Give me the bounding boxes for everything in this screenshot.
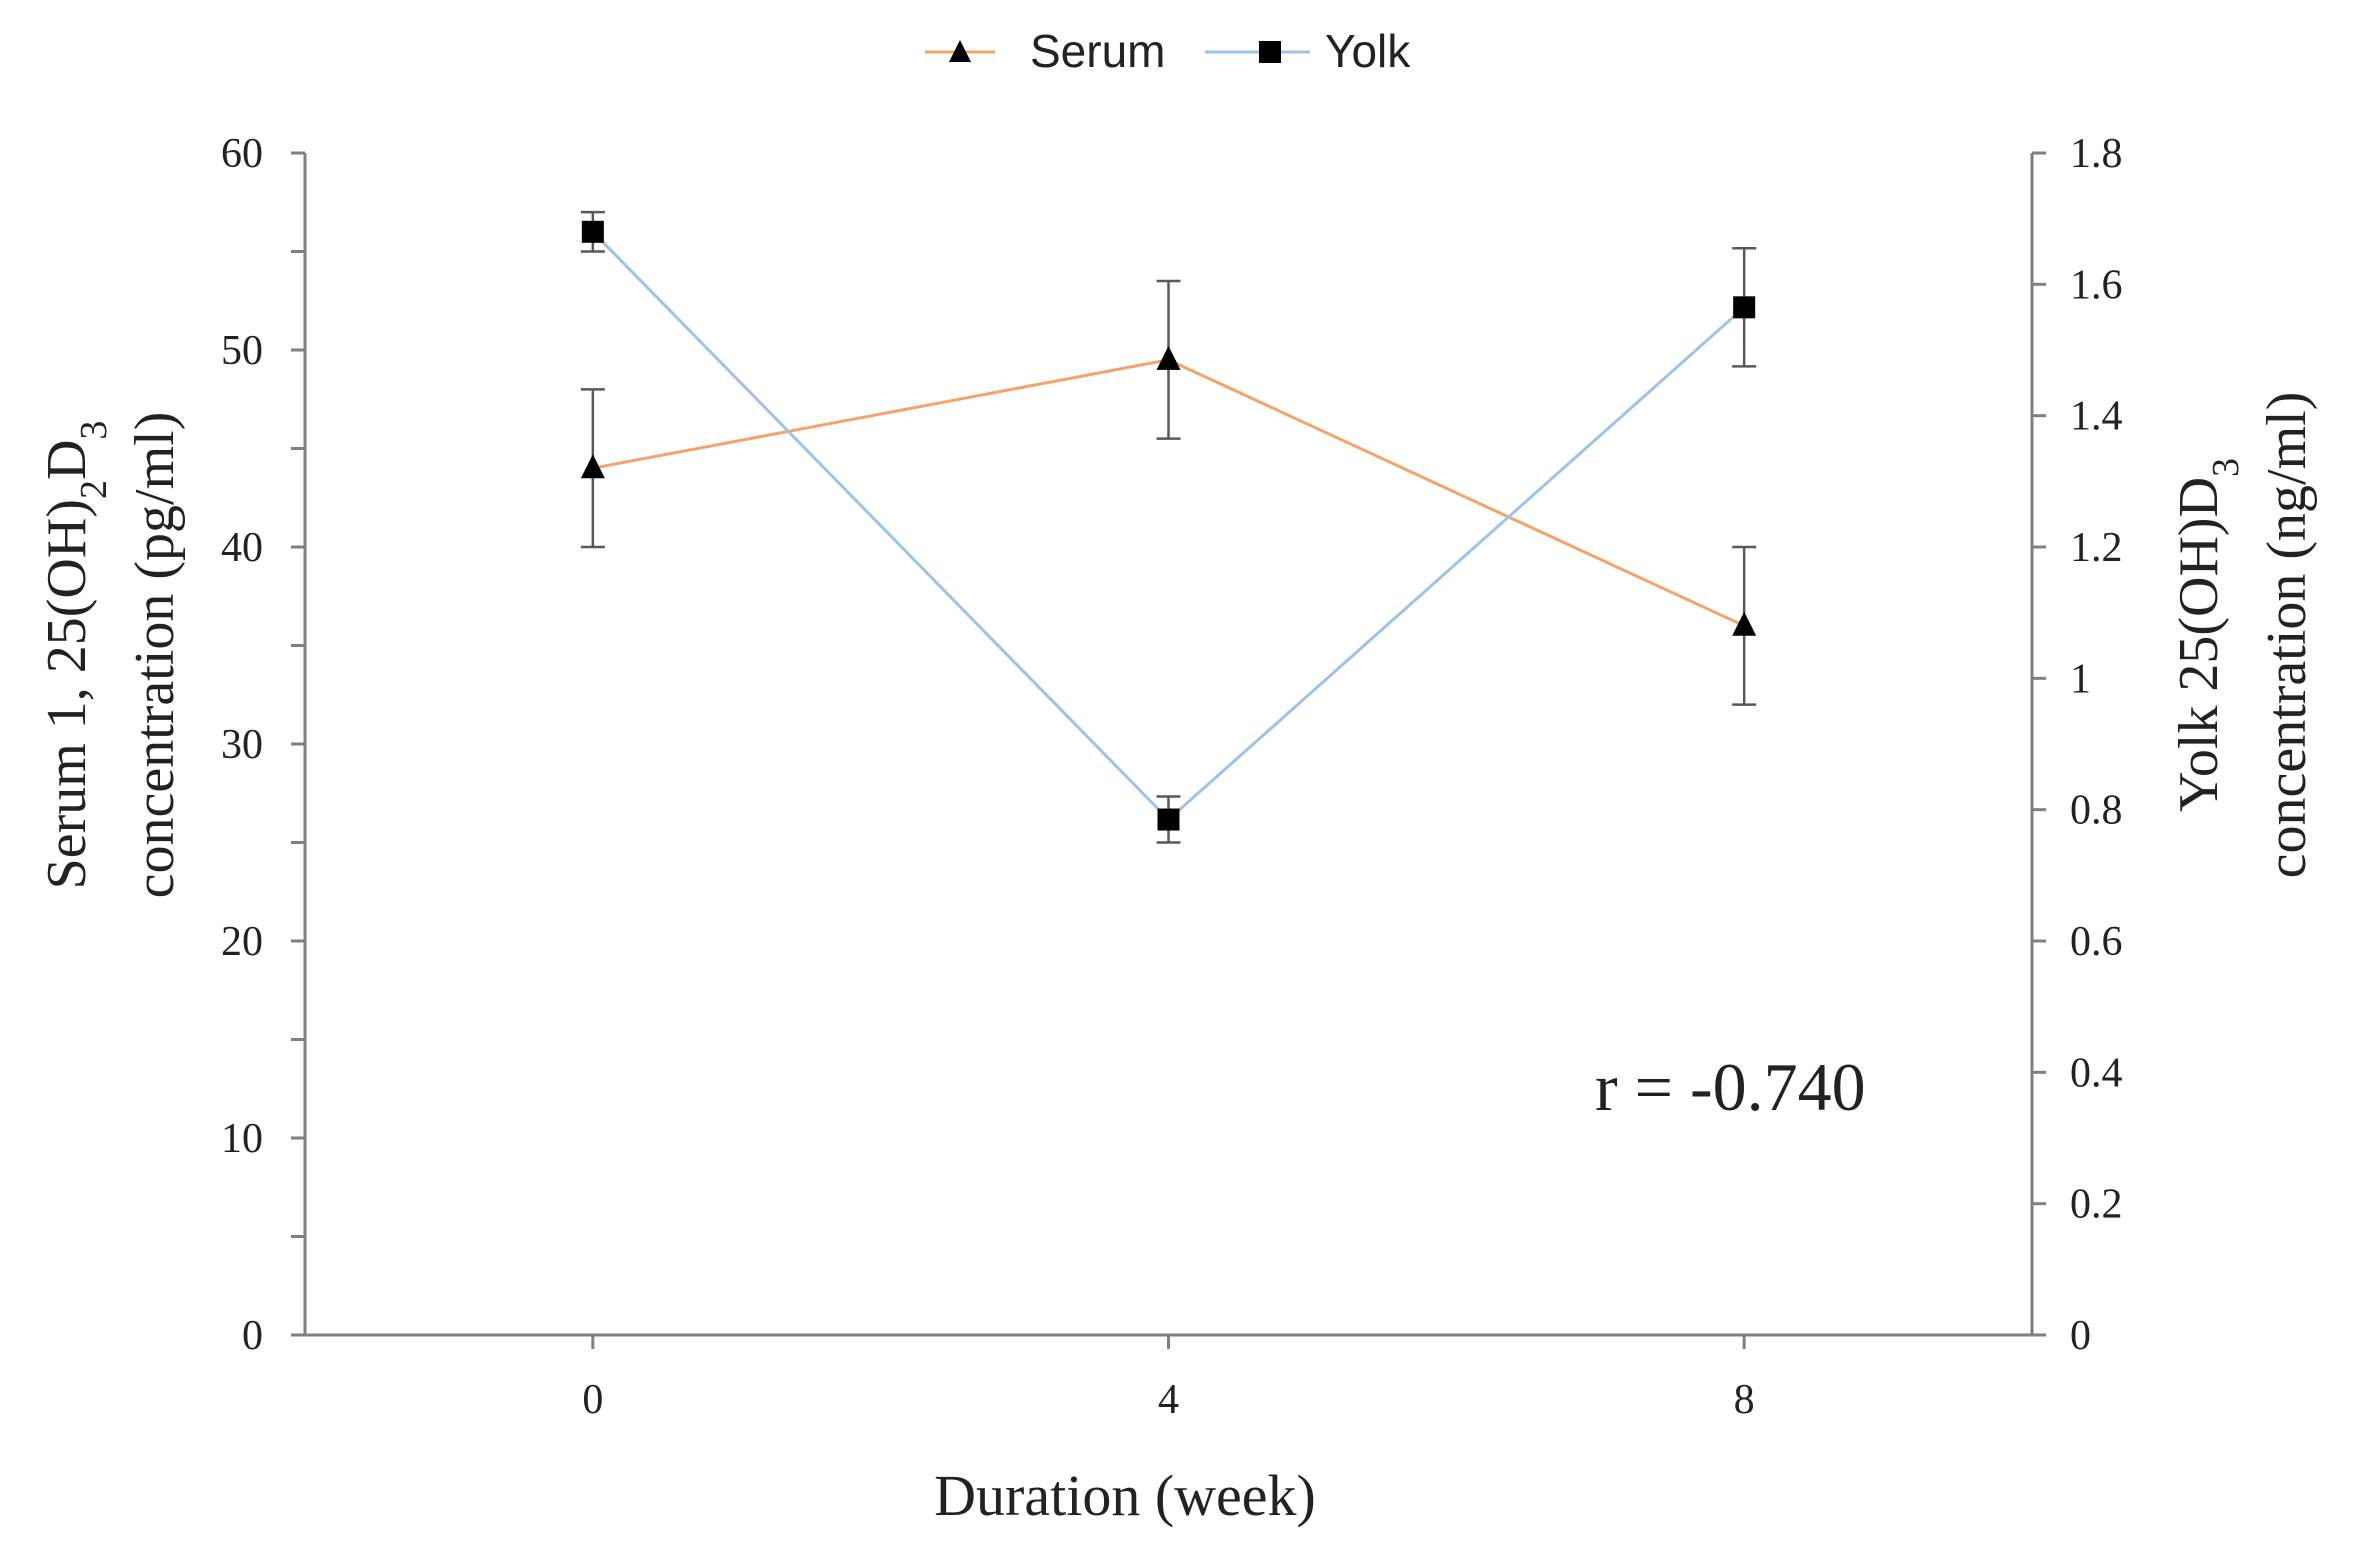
right-axis-tick-label: 1.6 bbox=[2070, 262, 2123, 308]
left-axis-label-part: D bbox=[36, 440, 98, 480]
left-axis-label-part: Serum 1, 25(OH) bbox=[36, 499, 98, 889]
left-axis-label-line1: Serum 1, 25(OH)2D3 bbox=[36, 421, 115, 890]
right-axis-tick-label: 1.2 bbox=[2070, 525, 2123, 571]
legend-yolk-label: Yolk bbox=[1325, 25, 1411, 77]
left-axis-label-sub: 3 bbox=[73, 421, 115, 440]
yolk-data-point bbox=[1733, 296, 1756, 319]
correlation-annotation: r = -0.740 bbox=[1595, 1049, 1866, 1125]
right-axis-tick-label: 0.6 bbox=[2070, 919, 2123, 965]
left-axis-tick-label: 0 bbox=[242, 1313, 263, 1359]
left-axis-tick-label: 40 bbox=[221, 525, 263, 571]
right-axis-tick-label: 1.4 bbox=[2070, 394, 2123, 440]
yolk-data-point bbox=[1157, 808, 1180, 831]
serum-data-point bbox=[1156, 345, 1181, 370]
right-axis-label-line1: Yolk 25(OH)D3 bbox=[2168, 458, 2247, 812]
axes: 0 10 20 30 40 50 60 0 0.2 0.4 0.6 0.8 1 1.2 1.4 1.6 1.8 0… bbox=[221, 131, 2123, 1423]
legend-serum-label: Serum bbox=[1030, 25, 1165, 77]
right-axis-tick-label: 0.4 bbox=[2070, 1050, 2123, 1096]
right-axis-tick-label: 1 bbox=[2070, 656, 2091, 702]
x-axis-tick-label: 4 bbox=[1158, 1377, 1179, 1423]
left-axis-label-line2: concentration (pg/ml) bbox=[124, 412, 186, 899]
yolk-data-point bbox=[581, 220, 604, 243]
right-axis-tick-label: 0 bbox=[2070, 1313, 2091, 1359]
left-axis-label-sub: 2 bbox=[73, 480, 115, 499]
left-axis-label: Serum 1, 25(OH)2D3 concentration (pg/ml) bbox=[36, 412, 186, 899]
legend-serum-marker bbox=[949, 40, 971, 62]
left-axis-tick-label: 10 bbox=[221, 1116, 263, 1162]
right-axis-tick-label: 1.8 bbox=[2070, 131, 2123, 177]
serum-data-point bbox=[1732, 611, 1757, 636]
x-axis-tick-label: 0 bbox=[582, 1377, 603, 1423]
right-axis-label-part: Yolk 25(OH)D bbox=[2168, 477, 2230, 812]
serum-data-point bbox=[580, 454, 605, 479]
left-axis-tick-label: 50 bbox=[221, 328, 263, 374]
x-axis-tick-label: 8 bbox=[1734, 1377, 1755, 1423]
series-layer bbox=[580, 210, 1757, 844]
x-axis-label: Duration (week) bbox=[934, 1463, 1316, 1528]
left-axis-tick-label: 20 bbox=[221, 919, 263, 965]
legend: Serum Yolk bbox=[925, 25, 1411, 77]
right-axis-label-sub: 3 bbox=[2205, 458, 2247, 477]
right-axis-label-line2: concentration (ng/ml) bbox=[2256, 392, 2318, 879]
right-axis-label: Yolk 25(OH)D3 concentration (ng/ml) bbox=[2168, 392, 2318, 879]
right-axis-tick-label: 0.8 bbox=[2070, 788, 2123, 834]
left-axis-tick-label: 30 bbox=[221, 722, 263, 768]
right-axis-tick-label: 0.2 bbox=[2070, 1182, 2123, 1228]
left-axis-tick-label: 60 bbox=[221, 131, 263, 177]
legend-yolk-marker bbox=[1259, 41, 1281, 63]
